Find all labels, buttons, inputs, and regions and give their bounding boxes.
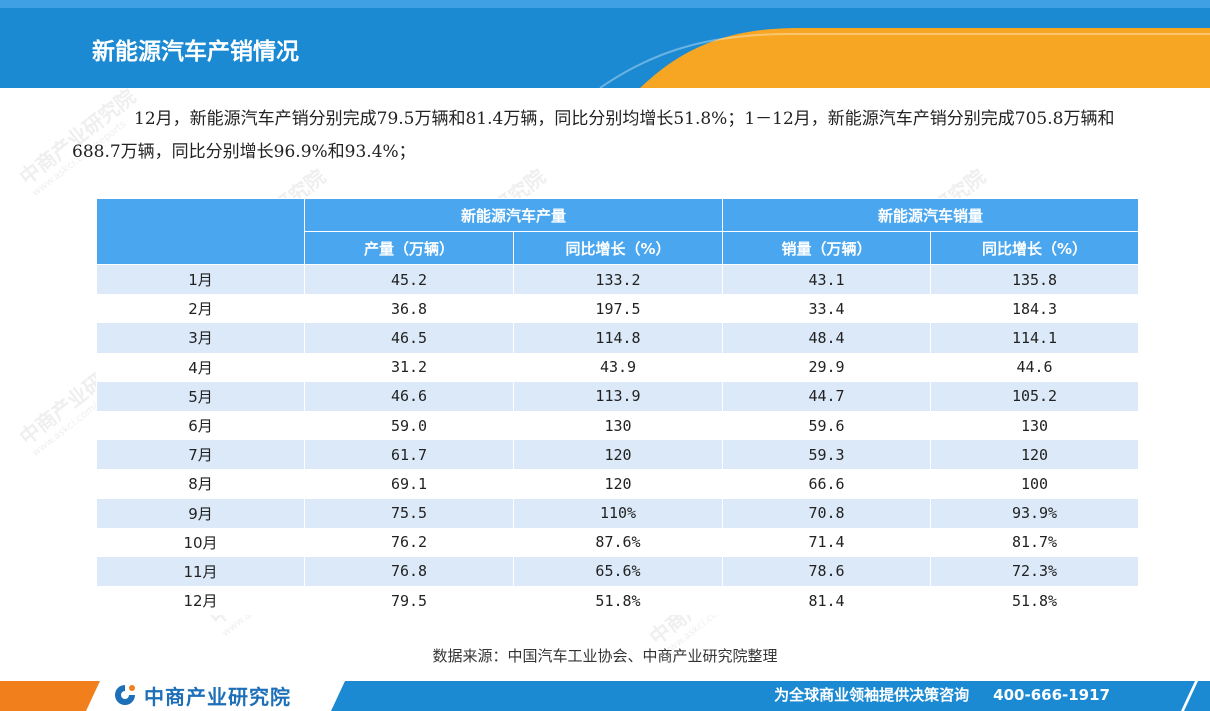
intro-paragraph: 12月，新能源汽车产销分别完成79.5万辆和81.4万辆，同比分别均增长51.8… — [72, 109, 1115, 162]
production-cell: 61.7 — [304, 440, 514, 470]
sales-yoy-cell: 114.1 — [930, 323, 1140, 353]
sales-yoy-cell: 51.8% — [930, 586, 1140, 616]
sales-cell: 59.3 — [722, 440, 932, 470]
production-yoy-cell: 197.5 — [512, 294, 724, 324]
header-banner: 新能源汽车产销情况 — [0, 0, 1210, 88]
sales-yoy-cell: 135.8 — [930, 264, 1140, 295]
sales-yoy-cell: 72.3% — [930, 556, 1140, 587]
month-cell: 12月 — [96, 586, 305, 616]
production-group-header: 新能源汽车产量 — [303, 198, 724, 232]
sales-header: 销量（万辆） — [722, 231, 932, 265]
production-cell: 76.8 — [304, 556, 514, 587]
sales-yoy-cell: 184.3 — [930, 294, 1140, 324]
sales-cell: 78.6 — [722, 556, 932, 587]
data-source-note: 数据来源：中国汽车工业协会、中商产业研究院整理 — [432, 647, 778, 665]
table-row: 9月 75.5 110% 70.8 93.9% — [96, 498, 1140, 528]
header-background — [0, 0, 1210, 88]
table-row: 2月 36.8 197.5 33.4 184.3 — [96, 294, 1140, 324]
production-yoy-cell: 65.6% — [512, 556, 724, 587]
table-row: 11月 76.8 65.6% 78.6 72.3% — [96, 556, 1140, 587]
month-cell: 7月 — [96, 440, 305, 470]
production-yoy-cell: 114.8 — [512, 323, 724, 353]
sales-yoy-cell: 105.2 — [930, 381, 1140, 411]
sales-cell: 29.9 — [722, 352, 932, 382]
production-header: 产量（万辆） — [304, 231, 514, 265]
month-cell: 2月 — [96, 294, 305, 324]
sales-yoy-cell: 100 — [930, 469, 1140, 499]
company-logo: 中商产业研究院 — [112, 683, 291, 709]
table-row: 6月 59.0 130 59.6 130 — [96, 410, 1140, 441]
table-row: 7月 61.7 120 59.3 120 — [96, 440, 1140, 470]
table-group-header-row: 新能源汽车产量 新能源汽车销量 — [96, 198, 1140, 265]
production-yoy-cell: 51.8% — [512, 586, 724, 616]
month-cell: 10月 — [96, 527, 305, 557]
production-sales-table: 新能源汽车产量 新能源汽车销量 产量（万辆） 同比增长（%） 销量（万辆） 同比… — [96, 198, 1140, 616]
production-yoy-cell: 113.9 — [512, 381, 724, 411]
month-cell: 9月 — [96, 498, 305, 528]
production-cell: 59.0 — [304, 410, 514, 441]
production-yoy-cell: 130 — [512, 410, 724, 441]
sales-cell: 33.4 — [722, 294, 932, 324]
table-row: 3月 46.5 114.8 48.4 114.1 — [96, 323, 1140, 353]
production-yoy-cell: 110% — [512, 498, 724, 528]
table-row: 12月 79.5 51.8% 81.4 51.8% — [96, 586, 1140, 616]
sales-cell: 43.1 — [722, 264, 932, 295]
footer-bar — [0, 681, 1210, 711]
production-cell: 75.5 — [304, 498, 514, 528]
sales-cell: 66.6 — [722, 469, 932, 499]
table-row: 8月 69.1 120 66.6 100 — [96, 469, 1140, 499]
sales-yoy-cell: 120 — [930, 440, 1140, 470]
sales-group-header: 新能源汽车销量 — [722, 198, 1140, 232]
table-row: 4月 31.2 43.9 29.9 44.6 — [96, 352, 1140, 382]
logo-text: 中商产业研究院 — [144, 684, 291, 709]
production-yoy-cell: 120 — [512, 469, 724, 499]
production-cell: 79.5 — [304, 586, 514, 616]
month-cell: 11月 — [96, 556, 305, 587]
phone-number: 400-666-1917 — [993, 686, 1110, 704]
production-cell: 46.5 — [304, 323, 514, 353]
production-cell: 76.2 — [304, 527, 514, 557]
footer-slogan: 为全球商业领袖提供决策咨询 400-666-1917 — [774, 684, 1110, 705]
sales-yoy-cell: 81.7% — [930, 527, 1140, 557]
month-cell: 6月 — [96, 410, 305, 441]
table-row: 1月 45.2 133.2 43.1 135.8 — [96, 264, 1140, 295]
sales-yoy-cell: 130 — [930, 410, 1140, 441]
production-yoy-cell: 43.9 — [512, 352, 724, 382]
sales-cell: 71.4 — [722, 527, 932, 557]
logo-mark-icon — [115, 685, 135, 705]
page-title: 新能源汽车产销情况 — [92, 39, 299, 65]
sales-cell: 48.4 — [722, 323, 932, 353]
month-header — [96, 198, 305, 265]
table-row: 10月 76.2 87.6% 71.4 81.7% — [96, 527, 1140, 557]
sales-yoy-cell: 93.9% — [930, 498, 1140, 528]
sales-cell: 44.7 — [722, 381, 932, 411]
production-cell: 45.2 — [304, 264, 514, 295]
month-cell: 3月 — [96, 323, 305, 353]
sales-yoy-cell: 44.6 — [930, 352, 1140, 382]
table-row: 5月 46.6 113.9 44.7 105.2 — [96, 381, 1140, 411]
production-cell: 31.2 — [304, 352, 514, 382]
production-yoy-cell: 133.2 — [512, 264, 724, 295]
production-yoy-cell: 87.6% — [512, 527, 724, 557]
month-cell: 8月 — [96, 469, 305, 499]
slogan-text: 为全球商业领袖提供决策咨询 — [774, 686, 970, 704]
production-cell: 46.6 — [304, 381, 514, 411]
sales-cell: 70.8 — [722, 498, 932, 528]
production-yoy-cell: 120 — [512, 440, 724, 470]
month-cell: 1月 — [96, 264, 305, 295]
production-cell: 36.8 — [304, 294, 514, 324]
month-cell: 5月 — [96, 381, 305, 411]
sales-yoy-header: 同比增长（%） — [930, 231, 1140, 265]
sales-cell: 59.6 — [722, 410, 932, 441]
production-yoy-header: 同比增长（%） — [512, 231, 724, 265]
month-cell: 4月 — [96, 352, 305, 382]
footer-background — [0, 681, 1210, 711]
table-sub-header-row: 产量（万辆） 同比增长（%） 销量（万辆） 同比增长（%） — [97, 231, 1140, 265]
production-cell: 69.1 — [304, 469, 514, 499]
sales-cell: 81.4 — [722, 586, 932, 616]
